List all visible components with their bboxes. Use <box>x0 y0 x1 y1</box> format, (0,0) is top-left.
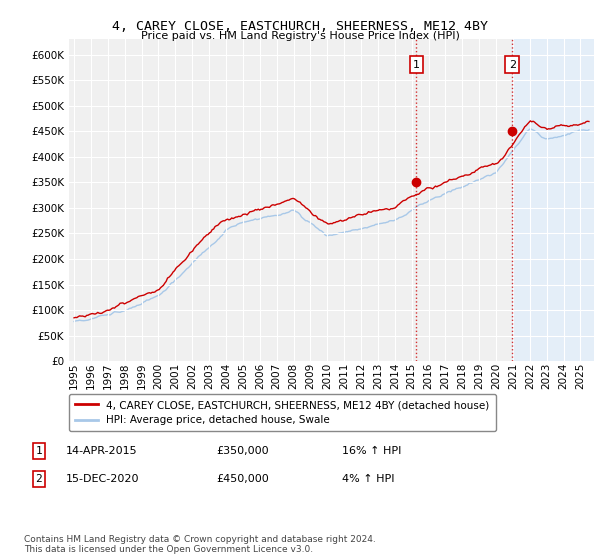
Text: 1: 1 <box>413 60 420 70</box>
Text: 15-DEC-2020: 15-DEC-2020 <box>66 474 139 484</box>
Bar <box>512 39 600 361</box>
Legend: 4, CAREY CLOSE, EASTCHURCH, SHEERNESS, ME12 4BY (detached house), HPI: Average p: 4, CAREY CLOSE, EASTCHURCH, SHEERNESS, M… <box>69 394 496 432</box>
Text: 1: 1 <box>35 446 43 456</box>
Text: 14-APR-2015: 14-APR-2015 <box>66 446 137 456</box>
Text: £450,000: £450,000 <box>216 474 269 484</box>
Text: 4% ↑ HPI: 4% ↑ HPI <box>342 474 395 484</box>
Text: 4, CAREY CLOSE, EASTCHURCH, SHEERNESS, ME12 4BY: 4, CAREY CLOSE, EASTCHURCH, SHEERNESS, M… <box>112 20 488 32</box>
Text: 2: 2 <box>35 474 43 484</box>
Text: 16% ↑ HPI: 16% ↑ HPI <box>342 446 401 456</box>
Text: Contains HM Land Registry data © Crown copyright and database right 2024.
This d: Contains HM Land Registry data © Crown c… <box>24 535 376 554</box>
Text: 2: 2 <box>509 60 516 70</box>
Text: £350,000: £350,000 <box>216 446 269 456</box>
Text: Price paid vs. HM Land Registry's House Price Index (HPI): Price paid vs. HM Land Registry's House … <box>140 31 460 41</box>
